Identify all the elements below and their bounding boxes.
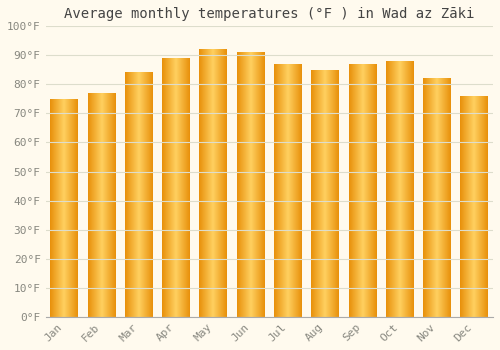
Title: Average monthly temperatures (°F ) in Wad az Zāki: Average monthly temperatures (°F ) in Wa… — [64, 7, 474, 21]
